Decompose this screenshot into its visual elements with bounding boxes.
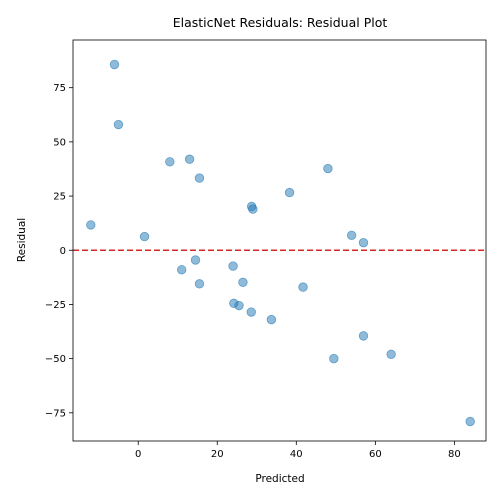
residual-point	[228, 261, 238, 271]
residual-point	[246, 307, 256, 317]
residual-point	[165, 157, 175, 167]
residual-point	[238, 277, 248, 288]
residual-point	[194, 279, 205, 289]
residual-point	[386, 349, 396, 359]
y-tick-label: −75	[45, 408, 66, 419]
x-tick-label: 20	[211, 449, 224, 460]
residual-point	[184, 154, 195, 164]
y-axis-label: Residual	[16, 218, 28, 262]
y-tick-label: 0	[60, 246, 66, 257]
residual-point	[329, 353, 339, 364]
residual-point	[139, 231, 150, 242]
axes-frame	[72, 39, 487, 442]
residual-point	[266, 314, 277, 325]
residual-point	[284, 187, 295, 198]
x-axis-label: Predicted	[255, 473, 304, 485]
residual-point	[248, 204, 258, 214]
y-tick-label: 25	[53, 192, 66, 203]
residual-point	[109, 59, 120, 70]
residual-point	[465, 416, 475, 427]
residual-point	[113, 119, 124, 130]
residual-point	[234, 300, 244, 311]
x-tick-label: 80	[448, 449, 461, 460]
y-tick-label: −25	[45, 300, 66, 311]
residual-point	[323, 163, 333, 174]
residual-point	[358, 331, 369, 341]
residual-point	[176, 265, 187, 275]
x-tick-label: 0	[135, 449, 141, 460]
residual-point	[194, 173, 205, 183]
chart-title: ElasticNet Residuals: Residual Plot	[173, 15, 388, 30]
y-tick-label: 75	[53, 83, 66, 94]
points-layer	[86, 59, 475, 427]
residual-point	[358, 237, 369, 248]
y-axis-ticks: −75 −50 −25 0 25 50 75	[45, 83, 73, 419]
y-tick-label: −50	[45, 354, 66, 365]
plot-area	[72, 39, 487, 442]
residual-point	[346, 230, 357, 240]
x-tick-label: 60	[369, 449, 382, 460]
x-axis-ticks: 0 20 40 60 80	[135, 441, 461, 460]
residual-point	[190, 255, 201, 265]
x-tick-label: 40	[290, 449, 303, 460]
y-tick-label: 50	[53, 137, 66, 148]
residual-point	[86, 220, 96, 230]
residual-point	[298, 282, 308, 292]
